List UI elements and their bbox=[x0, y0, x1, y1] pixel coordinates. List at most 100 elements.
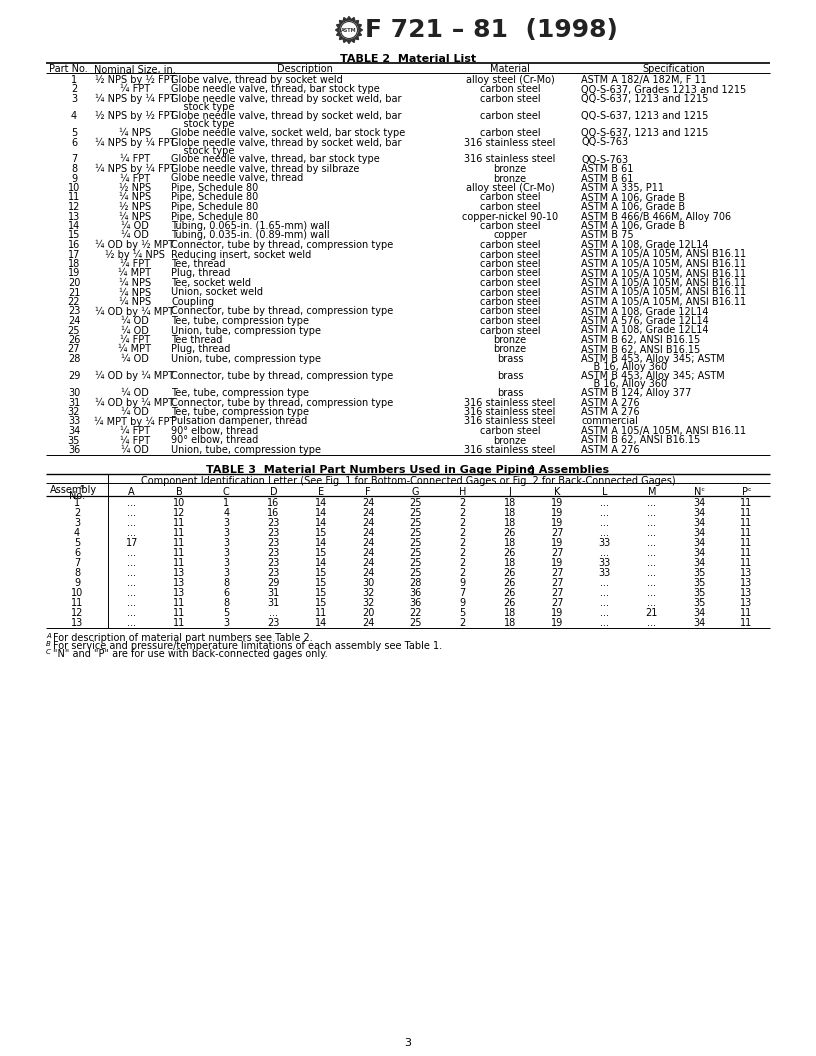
Text: 13: 13 bbox=[740, 568, 752, 578]
Text: 16: 16 bbox=[268, 508, 280, 518]
Text: 11: 11 bbox=[68, 192, 80, 203]
Text: ASTM A 335, P11: ASTM A 335, P11 bbox=[581, 183, 664, 193]
Text: ...: ... bbox=[647, 598, 656, 608]
Text: 23: 23 bbox=[268, 518, 280, 528]
Text: 2: 2 bbox=[459, 528, 466, 538]
Text: ...: ... bbox=[600, 608, 609, 618]
Text: ¼ FPT: ¼ FPT bbox=[120, 173, 150, 184]
Text: ASTM B 124, Alloy 377: ASTM B 124, Alloy 377 bbox=[581, 388, 691, 398]
Text: 24: 24 bbox=[361, 558, 375, 568]
Text: ...: ... bbox=[600, 498, 609, 508]
Text: ASTM B 453, Alloy 345; ASTM: ASTM B 453, Alloy 345; ASTM bbox=[581, 354, 725, 364]
Text: 16: 16 bbox=[68, 240, 80, 250]
Text: copper: copper bbox=[493, 230, 527, 241]
Text: ...: ... bbox=[269, 608, 278, 618]
Text: 25: 25 bbox=[409, 518, 422, 528]
Text: Connector, tube by thread, compression type: Connector, tube by thread, compression t… bbox=[171, 306, 393, 317]
Text: 27: 27 bbox=[68, 344, 80, 355]
Text: carbon steel: carbon steel bbox=[480, 84, 540, 94]
Text: brass: brass bbox=[497, 371, 523, 381]
Text: 21: 21 bbox=[645, 608, 658, 618]
Text: 35: 35 bbox=[693, 588, 705, 598]
Text: Tee, thread: Tee, thread bbox=[171, 259, 225, 269]
Text: ¼ FPT: ¼ FPT bbox=[120, 435, 150, 446]
Text: 23: 23 bbox=[268, 618, 280, 628]
Text: ASTM B 61: ASTM B 61 bbox=[581, 164, 633, 174]
Text: Nᶜ: Nᶜ bbox=[694, 487, 704, 497]
Text: 11: 11 bbox=[740, 558, 752, 568]
Text: 27: 27 bbox=[551, 568, 564, 578]
Text: 19: 19 bbox=[551, 518, 563, 528]
Text: 13: 13 bbox=[71, 618, 83, 628]
Text: ASTM A 105/A 105M, ANSI B16.11: ASTM A 105/A 105M, ANSI B16.11 bbox=[581, 297, 746, 307]
Text: copper-nickel 90-10: copper-nickel 90-10 bbox=[462, 211, 558, 222]
Text: carbon steel: carbon steel bbox=[480, 94, 540, 103]
Text: ASTM: ASTM bbox=[341, 27, 357, 33]
Text: ...: ... bbox=[127, 568, 136, 578]
Text: 15: 15 bbox=[315, 548, 327, 558]
Text: 11: 11 bbox=[173, 618, 185, 628]
Text: ...: ... bbox=[647, 578, 656, 588]
Text: 25: 25 bbox=[409, 618, 422, 628]
Text: ¼ NPS by ¼ FPT: ¼ NPS by ¼ FPT bbox=[95, 137, 175, 148]
Text: G: G bbox=[411, 487, 419, 497]
Text: ...: ... bbox=[647, 498, 656, 508]
Text: 4: 4 bbox=[71, 111, 77, 121]
Text: 31: 31 bbox=[68, 397, 80, 408]
Text: 14: 14 bbox=[315, 558, 327, 568]
Text: 316 stainless steel: 316 stainless steel bbox=[464, 137, 556, 148]
Text: ½ NPS: ½ NPS bbox=[119, 202, 151, 212]
Text: carbon steel: carbon steel bbox=[480, 240, 540, 250]
Text: For service and pressure/temperature limitations of each assembly see Table 1.: For service and pressure/temperature lim… bbox=[53, 641, 442, 650]
Text: ASTM A 105/A 105M, ANSI B16.11: ASTM A 105/A 105M, ANSI B16.11 bbox=[581, 249, 746, 260]
Text: ¼ NPS by ¼ FPT: ¼ NPS by ¼ FPT bbox=[95, 94, 175, 105]
Text: 11: 11 bbox=[173, 558, 185, 568]
Text: 13: 13 bbox=[173, 568, 185, 578]
Text: 21: 21 bbox=[68, 287, 80, 298]
Text: 16: 16 bbox=[268, 498, 280, 508]
Text: ...: ... bbox=[647, 528, 656, 538]
Text: ...: ... bbox=[127, 598, 136, 608]
Text: 32: 32 bbox=[68, 407, 80, 417]
Text: Material: Material bbox=[490, 64, 530, 75]
Text: 28: 28 bbox=[409, 578, 422, 588]
Text: carbon steel: carbon steel bbox=[480, 278, 540, 288]
Text: 35: 35 bbox=[68, 435, 80, 446]
Text: ...: ... bbox=[600, 508, 609, 518]
Text: 6: 6 bbox=[71, 137, 77, 148]
Circle shape bbox=[340, 21, 357, 38]
Text: ASTM A 576, Grade 12L14: ASTM A 576, Grade 12L14 bbox=[581, 316, 709, 326]
Text: 3: 3 bbox=[223, 528, 229, 538]
Text: 26: 26 bbox=[503, 548, 516, 558]
Text: Globe needle valve, thread by socket weld, bar: Globe needle valve, thread by socket wel… bbox=[171, 137, 401, 148]
Polygon shape bbox=[335, 17, 362, 43]
Text: ...: ... bbox=[647, 508, 656, 518]
Text: 13: 13 bbox=[68, 211, 80, 222]
Text: Tubing, 0.035-in. (0.89-mm) wall: Tubing, 0.035-in. (0.89-mm) wall bbox=[171, 230, 330, 241]
Text: 1: 1 bbox=[74, 498, 80, 508]
Text: 24: 24 bbox=[361, 528, 375, 538]
Text: 12: 12 bbox=[71, 608, 83, 618]
Text: 14: 14 bbox=[315, 518, 327, 528]
Text: carbon steel: carbon steel bbox=[480, 259, 540, 269]
Text: 13: 13 bbox=[173, 588, 185, 598]
Text: ¼ NPS: ¼ NPS bbox=[119, 211, 151, 222]
Text: 18: 18 bbox=[503, 518, 516, 528]
Text: 14: 14 bbox=[68, 221, 80, 231]
Text: ASTM B 62, ANSI B16.15: ASTM B 62, ANSI B16.15 bbox=[581, 335, 700, 345]
Text: carbon steel: carbon steel bbox=[480, 249, 540, 260]
Text: 30: 30 bbox=[68, 388, 80, 398]
Text: 34: 34 bbox=[693, 548, 705, 558]
Text: 3: 3 bbox=[74, 518, 80, 528]
Text: 35: 35 bbox=[693, 598, 705, 608]
Text: 18: 18 bbox=[68, 259, 80, 269]
Text: 20: 20 bbox=[68, 278, 80, 288]
Text: Nominal Size, in.: Nominal Size, in. bbox=[94, 64, 176, 75]
Text: QQ-S-637, 1213 and 1215: QQ-S-637, 1213 and 1215 bbox=[581, 94, 708, 103]
Text: 6: 6 bbox=[74, 548, 80, 558]
Text: 26: 26 bbox=[503, 568, 516, 578]
Text: 11: 11 bbox=[740, 498, 752, 508]
Text: 9: 9 bbox=[71, 173, 77, 184]
Text: 2: 2 bbox=[459, 538, 466, 548]
Text: 11: 11 bbox=[740, 548, 752, 558]
